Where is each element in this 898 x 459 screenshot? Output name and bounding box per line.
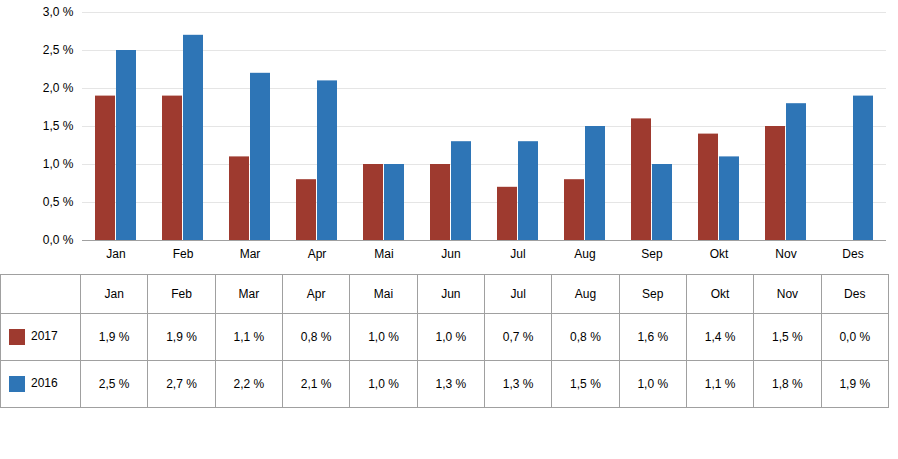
svg-text:Nov: Nov	[775, 247, 796, 261]
svg-text:Sep: Sep	[641, 247, 663, 261]
html-text:Okt: Okt	[710, 287, 730, 301]
html-text:1,0 %: 1,0 %	[368, 377, 399, 391]
html-text:Des: Des	[844, 287, 866, 301]
html-text:1,4 %: 1,4 %	[704, 330, 736, 344]
html-text:Aug: Aug	[574, 287, 597, 301]
html-text:Jun: Jun	[441, 287, 461, 301]
svg-text:1,0 %: 1,0 %	[43, 157, 74, 171]
html-text:Nov: Nov	[776, 287, 799, 301]
svg-text:Mar: Mar	[240, 247, 261, 261]
svg-text:2,5 %: 2,5 %	[43, 43, 74, 57]
svg-text:Des: Des	[842, 247, 863, 261]
html-text:2,7 %: 2,7 %	[166, 377, 197, 391]
html-text:0,8 %: 0,8 %	[570, 330, 601, 344]
html-text:0,0 %: 0,0 %	[839, 330, 871, 344]
svg-text:Okt: Okt	[710, 247, 729, 261]
html-text:2016: 2016	[31, 376, 58, 391]
html-text:1,1 %: 1,1 %	[233, 330, 265, 344]
svg-text:Aug: Aug	[574, 247, 595, 261]
html-text:1,6 %: 1,6 %	[637, 330, 669, 344]
html-text:2,5 %: 2,5 %	[98, 377, 130, 391]
html-text:1,5 %: 1,5 %	[772, 330, 803, 344]
svg-text:Apr: Apr	[308, 247, 327, 261]
html-text:1,0 %: 1,0 %	[435, 330, 467, 344]
svg-text:1,5 %: 1,5 %	[43, 119, 74, 133]
html-text:1,9 %: 1,9 %	[166, 330, 197, 344]
svg-text:Mai: Mai	[374, 247, 393, 261]
html-text:Sep: Sep	[642, 287, 664, 301]
html-text:0,8 %: 0,8 %	[300, 330, 332, 344]
html-text:1,0 %: 1,0 %	[368, 330, 399, 344]
svg-text:Jan: Jan	[106, 247, 125, 261]
html-text:Mar: Mar	[238, 287, 260, 301]
html-text:Mai: Mai	[373, 287, 394, 301]
svg-text:2,0 %: 2,0 %	[43, 81, 74, 95]
svg-text:0,0 %: 0,0 %	[43, 233, 74, 247]
html-text:2017: 2017	[31, 329, 58, 344]
html-text:1,5 %: 1,5 %	[570, 377, 601, 391]
html-text:1,0 %: 1,0 %	[637, 377, 669, 391]
svg-text:0,5 %: 0,5 %	[43, 195, 74, 209]
html-text:1,1 %: 1,1 %	[704, 377, 736, 391]
html-text:Apr: Apr	[306, 287, 326, 301]
svg-text:Feb: Feb	[173, 247, 194, 261]
svg-text:Jun: Jun	[441, 247, 460, 261]
html-text:2,2 %: 2,2 %	[233, 377, 265, 391]
html-text:Feb: Feb	[171, 287, 192, 301]
html-text:1,8 %: 1,8 %	[772, 377, 803, 391]
html-text:1,3 %: 1,3 %	[435, 377, 467, 391]
html-text:Jan: Jan	[104, 287, 124, 301]
svg-text:3,0 %: 3,0 %	[43, 5, 74, 19]
html-text:2,1 %: 2,1 %	[300, 377, 332, 391]
html-text:1,9 %: 1,9 %	[839, 377, 871, 391]
svg-text:Jul: Jul	[510, 247, 525, 261]
html-text:1,3 %: 1,3 %	[502, 377, 534, 391]
html-text:0,7 %: 0,7 %	[502, 330, 534, 344]
html-text:Jul: Jul	[510, 287, 526, 301]
html-text:1,9 %: 1,9 %	[98, 330, 130, 344]
